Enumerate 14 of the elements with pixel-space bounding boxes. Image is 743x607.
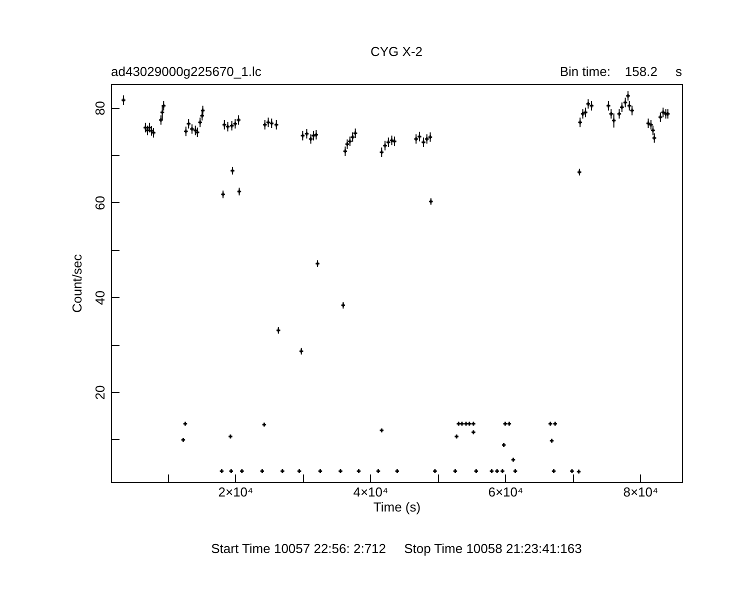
x-tick-label: 6×10⁴ xyxy=(488,484,524,500)
y-tick-label: 80 xyxy=(92,100,108,116)
x-tick-label: 2×10⁴ xyxy=(218,484,254,500)
x-tick-label: 8×10⁴ xyxy=(623,484,658,500)
y-axis-title: Count/sec xyxy=(70,254,84,313)
chart-title: CYG X-2 xyxy=(369,44,424,59)
x-axis-title: Time (s) xyxy=(373,500,421,514)
text: Bin time: 158.2 s xyxy=(560,64,682,79)
text: Start Time 10057 22:56: 2:712 Stop Time 10058 21:23:41:163 xyxy=(210,541,583,556)
y-tick-label: 60 xyxy=(92,196,108,210)
y-tick-label: 20 xyxy=(92,385,108,400)
y-tick-label: 40 xyxy=(92,290,108,305)
x-tick-label: 4×10⁴ xyxy=(353,484,388,500)
text: ad43029000g225670_1.lc xyxy=(111,64,262,79)
